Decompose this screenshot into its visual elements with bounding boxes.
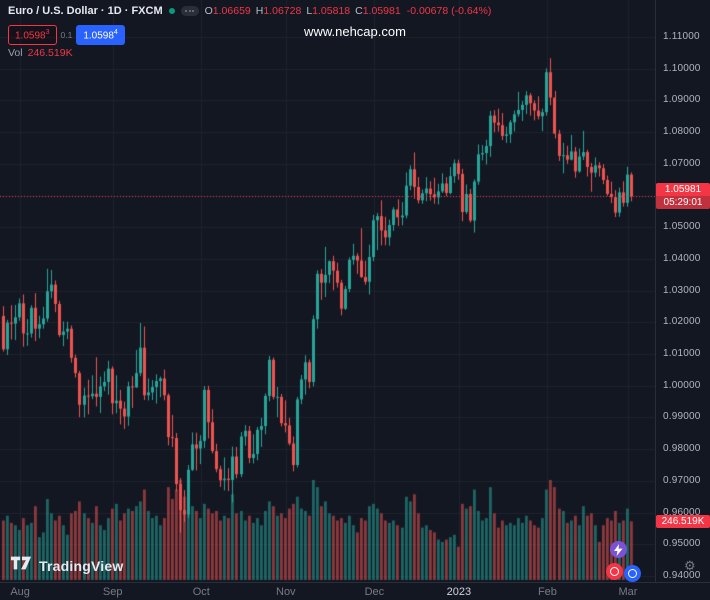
change-value: -0.00678 (-0.64%) bbox=[406, 5, 492, 17]
open-value: 1.06659 bbox=[212, 5, 251, 17]
volume-axis-badge: 246.519K bbox=[656, 515, 710, 528]
price-axis-label: 1.03000 bbox=[663, 284, 701, 296]
price-axis-label: 1.10000 bbox=[663, 62, 701, 74]
high-value: 1.06728 bbox=[263, 5, 302, 17]
volume-legend: Vol 246.519K bbox=[8, 47, 73, 59]
legend-more-icon[interactable] bbox=[180, 6, 199, 16]
close-value: 1.05981 bbox=[362, 5, 401, 17]
red-broker-icon[interactable] bbox=[606, 563, 623, 580]
symbol-legend: Euro / U.S. Dollar · 1D · FXCM O1.06659 … bbox=[8, 5, 491, 17]
symbol-title[interactable]: Euro / U.S. Dollar · 1D · FXCM bbox=[8, 5, 163, 17]
time-axis-label: Dec bbox=[364, 586, 385, 598]
low-key: L bbox=[306, 5, 313, 17]
tradingview-logo-text: TradingView bbox=[39, 557, 124, 574]
time-axis-label: Aug bbox=[10, 586, 30, 598]
lightning-icon[interactable] bbox=[610, 541, 627, 558]
blue-broker-icon[interactable] bbox=[624, 565, 641, 582]
current-price-value: 1.05981 bbox=[656, 183, 710, 196]
time-axis[interactable]: Aug Sep Oct Nov Dec 2023 Feb Mar bbox=[0, 582, 710, 600]
buy-button[interactable]: 1.05984 bbox=[76, 25, 125, 46]
open-key: O bbox=[204, 5, 213, 17]
time-axis-label: Feb bbox=[537, 586, 557, 598]
price-axis-label: 1.01000 bbox=[663, 348, 701, 360]
time-axis-label: Mar bbox=[618, 586, 638, 598]
tradingview-logo-icon bbox=[10, 555, 32, 576]
price-axis-label: 1.05000 bbox=[663, 221, 701, 233]
current-price-badge: 1.05981 05:29:01 bbox=[656, 183, 710, 209]
tradingview-logo[interactable]: TradingView bbox=[10, 555, 123, 576]
price-axis-label: 0.95000 bbox=[663, 538, 701, 550]
volume-value: 246.519K bbox=[27, 47, 73, 59]
price-axis[interactable]: 1.110001.100001.090001.080001.070001.060… bbox=[655, 0, 710, 582]
price-axis-label: 1.04000 bbox=[663, 252, 701, 264]
bar-countdown: 05:29:01 bbox=[656, 196, 710, 209]
time-axis-label: 2023 bbox=[446, 586, 472, 598]
low-value: 1.05818 bbox=[312, 5, 351, 17]
spread-value: 0.1 bbox=[60, 30, 73, 41]
time-axis-label: Sep bbox=[102, 586, 123, 598]
price-axis-label: 1.08000 bbox=[663, 126, 701, 138]
price-axis-label: 0.94000 bbox=[663, 570, 701, 581]
price-axis-label: 0.97000 bbox=[663, 474, 701, 486]
market-status-icon[interactable] bbox=[168, 8, 175, 14]
price-axis-label: 0.99000 bbox=[663, 411, 701, 423]
price-axis-label: 1.07000 bbox=[663, 157, 701, 169]
watermark-text: www.nehcap.com bbox=[304, 24, 406, 39]
price-axis-label: 0.96000 bbox=[663, 506, 701, 518]
settings-gear-icon[interactable]: ⚙ bbox=[684, 558, 696, 573]
time-axis-label: Nov bbox=[276, 586, 296, 598]
price-axis-label: 1.02000 bbox=[663, 316, 701, 328]
sell-button[interactable]: 1.05983 bbox=[8, 25, 57, 46]
close-key: C bbox=[355, 5, 363, 17]
ohlc-values: O1.06659 H1.06728 L1.05818 C1.05981 bbox=[205, 5, 401, 17]
price-axis-label: 1.11000 bbox=[663, 31, 700, 42]
price-axis-label: 0.98000 bbox=[663, 443, 701, 455]
price-axis-label: 1.09000 bbox=[663, 94, 701, 106]
price-axis-label: 1.00000 bbox=[663, 379, 701, 391]
trade-buttons-row: 1.05983 0.1 1.05984 bbox=[8, 25, 125, 46]
volume-label[interactable]: Vol bbox=[8, 47, 23, 59]
high-key: H bbox=[255, 5, 264, 17]
time-axis-label: Oct bbox=[192, 586, 210, 598]
